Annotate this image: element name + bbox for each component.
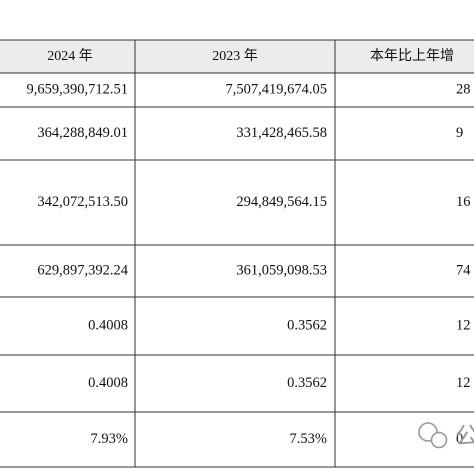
- header-cell: 2024 年: [47, 48, 93, 64]
- table-cell: 7,507,419,674.05: [226, 81, 328, 97]
- table-cell: 7.53%: [290, 431, 327, 447]
- table-cells: 2024 年 2023 年 本年比上年增 9,659,390,712.51 7,507,…: [27, 48, 472, 447]
- table-cell: 7.93%: [91, 431, 128, 447]
- table-cell: 361,059,098.53: [236, 262, 327, 278]
- table-cell: 9,659,390,712.51: [27, 81, 129, 97]
- table-cell: 0.4008: [88, 317, 128, 333]
- table-cell: 0.3562: [287, 375, 327, 391]
- header-cell: 2023 年: [212, 48, 258, 64]
- table-cell: 0.4008: [88, 375, 128, 391]
- table-cell: 0: [456, 431, 463, 447]
- table-cell: 629,897,392.24: [37, 262, 128, 278]
- watermark: 公: [418, 422, 474, 450]
- table-cell: 74: [456, 262, 471, 278]
- table-cell: 9: [456, 125, 463, 141]
- table-cell: 16: [456, 194, 471, 210]
- header-background: [0, 40, 474, 73]
- table-cell: 364,288,849.01: [37, 125, 128, 141]
- table-cell: 12: [456, 317, 471, 333]
- table-cell: 28: [456, 81, 471, 97]
- table-cell: 342,072,513.50: [37, 194, 128, 210]
- table-cell: 331,428,465.58: [236, 125, 327, 141]
- table-cell: 294,849,564.15: [236, 194, 327, 210]
- table-grid: [0, 39, 474, 468]
- header-cell: 本年比上年增: [370, 48, 454, 64]
- table-cell: 12: [456, 375, 471, 391]
- watermark-text: 公: [455, 422, 474, 450]
- table-cell: 0.3562: [287, 317, 327, 333]
